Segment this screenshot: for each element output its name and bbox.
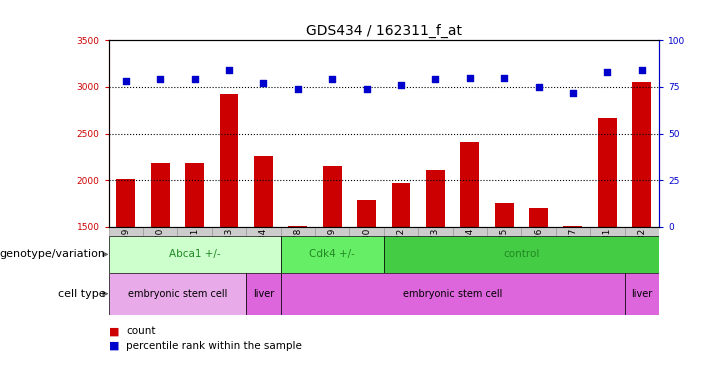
Bar (426, 170, 445, 227)
Bar (384, 236, 659, 273)
Bar (219, 94, 238, 227)
Text: GSM9271: GSM9271 (190, 227, 199, 271)
Bar (254, 156, 273, 227)
Bar (280, 236, 384, 273)
Text: genotype/variation: genotype/variation (0, 249, 105, 259)
Point (189, 76, 200, 82)
Bar (109, 227, 143, 236)
Bar (392, 183, 411, 227)
Bar (522, 227, 556, 236)
Bar (564, 226, 583, 227)
Bar (315, 227, 349, 236)
Title: GDS434 / 162311_f_at: GDS434 / 162311_f_at (306, 24, 462, 38)
Bar (632, 82, 651, 227)
Point (258, 80, 269, 86)
Text: embryonic stem cell: embryonic stem cell (403, 289, 503, 299)
Text: GSM9274: GSM9274 (465, 227, 475, 270)
Bar (212, 227, 246, 236)
Bar (357, 200, 376, 227)
Bar (109, 236, 280, 273)
Point (224, 67, 235, 73)
Text: embryonic stem cell: embryonic stem cell (128, 289, 227, 299)
Bar (109, 273, 246, 315)
Text: GSM9275: GSM9275 (500, 227, 509, 271)
Point (361, 86, 372, 92)
Bar (418, 227, 453, 236)
Text: liver: liver (253, 289, 274, 299)
Text: ■: ■ (109, 341, 119, 351)
Point (121, 78, 132, 84)
Bar (461, 142, 479, 227)
Bar (246, 273, 280, 315)
Text: GSM9276: GSM9276 (534, 227, 543, 271)
Bar (177, 227, 212, 236)
Point (155, 76, 166, 82)
Point (464, 75, 475, 81)
Bar (598, 118, 617, 227)
Text: cell type: cell type (57, 289, 105, 299)
Point (636, 67, 647, 73)
Point (601, 69, 613, 75)
Point (292, 86, 304, 92)
Point (430, 76, 441, 82)
Text: GSM9273: GSM9273 (431, 227, 440, 271)
Bar (322, 166, 341, 227)
Bar (384, 227, 418, 236)
Bar (487, 227, 522, 236)
Text: ■: ■ (109, 326, 119, 336)
Text: GSM9280: GSM9280 (362, 227, 371, 271)
Text: GSM9284: GSM9284 (259, 227, 268, 270)
Bar (143, 227, 177, 236)
Bar (590, 227, 625, 236)
Point (395, 82, 407, 88)
Text: Abca1 +/-: Abca1 +/- (169, 249, 220, 259)
Bar (495, 203, 514, 227)
Bar (625, 273, 659, 315)
Point (498, 75, 510, 81)
Bar (453, 227, 487, 236)
Text: count: count (126, 326, 156, 336)
Bar (625, 227, 659, 236)
Text: percentile rank within the sample: percentile rank within the sample (126, 341, 302, 351)
Text: Cdk4 +/-: Cdk4 +/- (309, 249, 355, 259)
Text: GSM9269: GSM9269 (121, 227, 130, 271)
Text: GSM9272: GSM9272 (397, 227, 405, 270)
Bar (151, 164, 170, 227)
Text: GSM9282: GSM9282 (637, 227, 646, 270)
Bar (556, 227, 590, 236)
Text: control: control (503, 249, 540, 259)
Text: GSM9283: GSM9283 (224, 227, 233, 271)
Text: GSM9278: GSM9278 (293, 227, 302, 271)
Bar (280, 227, 315, 236)
Bar (529, 208, 548, 227)
Bar (280, 273, 625, 315)
Text: GSM9277: GSM9277 (569, 227, 578, 271)
Text: GSM9270: GSM9270 (156, 227, 165, 271)
Point (533, 84, 544, 90)
Text: liver: liver (631, 289, 653, 299)
Bar (246, 227, 280, 236)
Point (327, 76, 338, 82)
Bar (288, 226, 307, 227)
Text: GSM9279: GSM9279 (327, 227, 336, 271)
Bar (185, 164, 204, 227)
Bar (349, 227, 384, 236)
Text: GSM9281: GSM9281 (603, 227, 612, 271)
Bar (116, 179, 135, 227)
Point (567, 90, 578, 96)
